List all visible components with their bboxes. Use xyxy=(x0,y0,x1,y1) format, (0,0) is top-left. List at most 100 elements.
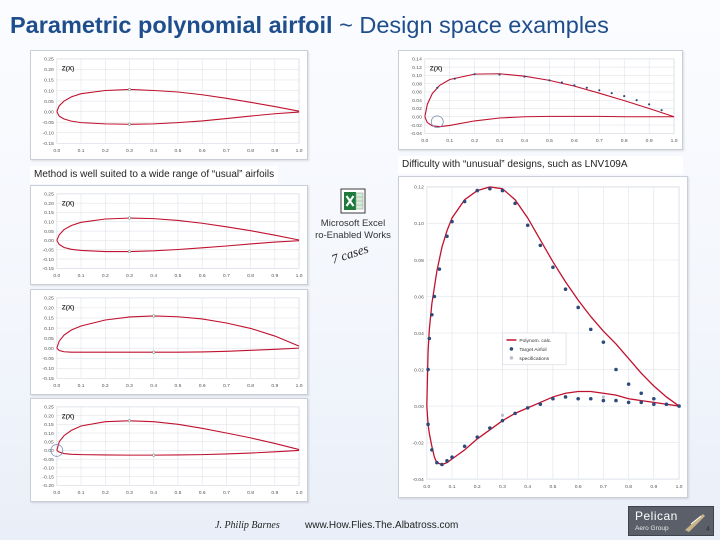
y-tick-label: 0.00 xyxy=(412,115,422,121)
y-axis-label: Z(X) xyxy=(62,201,75,208)
pelican-icon xyxy=(685,514,705,532)
upper-surface-line xyxy=(426,186,680,407)
target-point xyxy=(677,404,681,408)
x-tick-label: 0.0 xyxy=(53,383,60,389)
x-tick-label: 0.2 xyxy=(102,490,109,496)
target-point xyxy=(614,398,618,403)
x-tick-label: 0.3 xyxy=(126,490,133,496)
target-point xyxy=(498,73,501,76)
y-axis-label: Z(X) xyxy=(62,305,75,312)
lower-surface-line xyxy=(56,240,300,253)
y-tick-label: 0.08 xyxy=(414,258,424,264)
x-tick-label: 0.7 xyxy=(223,490,230,496)
target-point xyxy=(573,84,576,87)
lower-surface-line xyxy=(56,347,300,353)
y-tick-label: -0.10 xyxy=(43,131,55,137)
y-tick-label: 0.00 xyxy=(44,346,54,352)
target-point xyxy=(563,287,568,291)
x-tick-label: 0.7 xyxy=(596,138,603,144)
x-tick-label: 0.6 xyxy=(199,148,206,154)
target-point xyxy=(601,398,606,403)
x-tick-label: 0.6 xyxy=(571,138,578,144)
chart-airfoil-unusual-large: 0.0 0.1 0.2 0.3 0.4 0.5 0.6 0.7 0.8 0.9 1.0 -0.04 -0… xyxy=(398,176,688,498)
x-tick-label: 0.2 xyxy=(102,273,109,279)
x-tick-label: 0.1 xyxy=(449,484,456,490)
target-point xyxy=(440,462,444,467)
x-tick-label: 0.4 xyxy=(150,490,157,496)
x-tick-label: 0.9 xyxy=(271,490,278,496)
target-point xyxy=(435,460,439,465)
upper-surface-line xyxy=(424,73,675,118)
y-tick-label: 0.05 xyxy=(44,336,54,342)
page-number: 4 xyxy=(706,526,710,533)
target-point xyxy=(652,396,656,401)
target-point xyxy=(548,79,551,82)
y-tick-label: 0.02 xyxy=(412,106,422,112)
x-tick-label: 0.0 xyxy=(53,490,60,496)
spec-marker xyxy=(152,350,156,354)
chart-airfoil-2: 0.0 0.1 0.2 0.3 0.4 0.5 0.6 0.7 0.8 0.9 1.0 -0.15 -0… xyxy=(30,185,308,285)
x-tick-label: 1.0 xyxy=(296,490,303,496)
target-point xyxy=(523,75,526,78)
upper-surface-line xyxy=(56,315,300,349)
y-tick-label: -0.20 xyxy=(43,483,55,489)
y-tick-label: 0.20 xyxy=(44,306,54,312)
target-point xyxy=(525,406,530,410)
spec-marker xyxy=(127,122,132,126)
target-point xyxy=(551,396,555,401)
y-tick-label: 0.25 xyxy=(44,296,54,302)
target-point xyxy=(588,396,593,401)
target-point xyxy=(563,395,568,399)
y-tick-label: 0.25 xyxy=(44,57,54,63)
y-tick-label: -0.02 xyxy=(413,440,425,446)
x-tick-label: 0.7 xyxy=(223,273,230,279)
target-point xyxy=(488,426,492,430)
y-tick-label: 0.05 xyxy=(44,229,54,235)
x-tick-label: 1.0 xyxy=(296,273,303,279)
y-tick-label: 0.15 xyxy=(44,316,54,322)
footer-url[interactable]: www.How.Flies.The.Albatross.com xyxy=(305,520,459,531)
legend-entry: Target Airfoil xyxy=(519,347,546,353)
logo-name: Pelican xyxy=(635,509,678,523)
target-point xyxy=(660,109,663,112)
highlight-circle xyxy=(50,444,64,457)
x-tick-label: 0.6 xyxy=(199,273,206,279)
y-tick-label: 0.00 xyxy=(44,109,54,115)
chart-airfoil-1-svg: 0.0 0.1 0.2 0.3 0.4 0.5 0.6 0.7 0.8 0.9 1.0 -0.15 -0… xyxy=(43,57,303,154)
target-point xyxy=(430,448,434,452)
target-point xyxy=(473,73,476,76)
spec-marker xyxy=(127,216,132,220)
lower-surface-line xyxy=(56,449,300,456)
y-tick-label: 0.10 xyxy=(44,220,54,226)
title-subtitle: Design space examples xyxy=(359,12,609,38)
x-tick-label: 0.3 xyxy=(496,138,503,144)
target-point xyxy=(635,99,638,102)
target-point xyxy=(648,103,651,106)
x-tick-label: 0.0 xyxy=(423,484,430,490)
x-tick-label: 0.8 xyxy=(247,148,254,154)
logo-subtitle: Aero Group xyxy=(635,525,669,532)
target-point xyxy=(538,243,543,248)
legend-swatch-point xyxy=(509,356,514,360)
x-tick-label: 0.2 xyxy=(471,138,478,144)
x-tick-label: 0.1 xyxy=(78,383,85,389)
y-tick-label: 0.10 xyxy=(44,431,54,437)
target-point xyxy=(445,234,449,239)
target-point xyxy=(598,89,601,92)
caption-unusual-designs: Difficulty with “unusual” designs, such … xyxy=(398,156,683,174)
chart-airfoil-1: 0.0 0.1 0.2 0.3 0.4 0.5 0.6 0.7 0.8 0.9 1.0 -0.15 -0… xyxy=(30,50,308,160)
chart-airfoil-3-svg: 0.0 0.1 0.2 0.3 0.4 0.5 0.6 0.7 0.8 0.9 1.0 -0.15 -0… xyxy=(43,296,303,389)
x-tick-label: 0.3 xyxy=(499,484,506,490)
target-point xyxy=(488,186,492,191)
y-tick-label: 0.14 xyxy=(412,57,422,63)
spec-marker xyxy=(152,453,156,457)
excel-object-label[interactable]: Microsoft Excel ro-Enabled Works xyxy=(315,218,391,241)
x-tick-label: 0.1 xyxy=(78,148,85,154)
target-point xyxy=(551,265,555,270)
upper-surface-line xyxy=(56,217,300,241)
x-tick-label: 0.9 xyxy=(271,383,278,389)
excel-icon[interactable] xyxy=(340,188,366,214)
y-tick-label: 0.20 xyxy=(44,413,54,419)
lower-surface-line xyxy=(56,111,300,125)
x-tick-label: 0.0 xyxy=(53,148,60,154)
